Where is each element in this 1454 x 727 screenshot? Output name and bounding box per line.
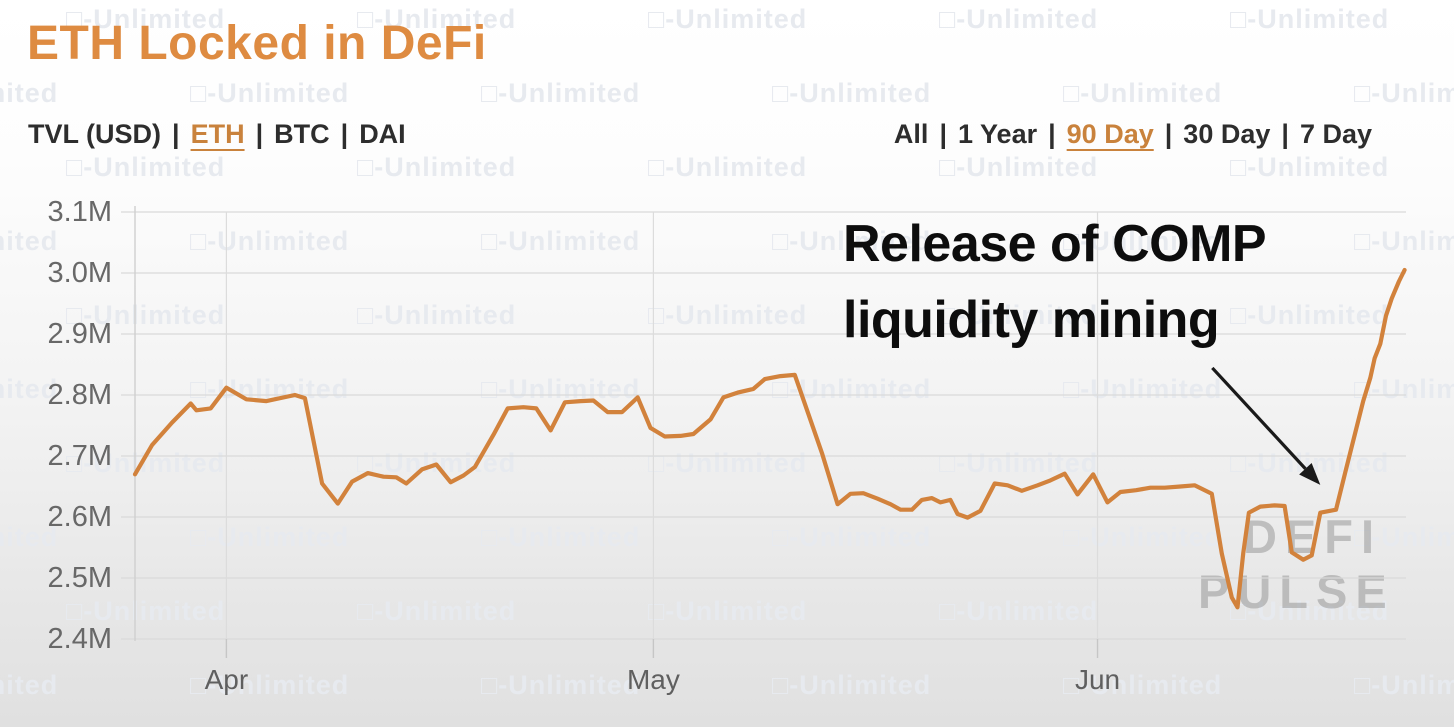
y-axis-tick-label: 2.8M: [47, 379, 112, 411]
eth-locked-line-series: [132, 267, 1407, 610]
filter-separator: |: [1281, 119, 1289, 149]
y-axis-tick-label: 2.9M: [47, 318, 112, 350]
annotation-line2: liquidity mining: [843, 291, 1220, 349]
x-axis-tick-label: Jun: [1074, 664, 1121, 695]
comp-release-annotation: Release of COMP liquidity mining: [843, 206, 1267, 358]
y-axis-tick-label: 2.4M: [47, 623, 112, 655]
y-axis-tick-label: 2.5M: [47, 562, 112, 594]
x-axis-tick-label: May: [626, 664, 680, 695]
filter-separator: |: [1164, 119, 1173, 149]
filter-separator: |: [939, 119, 947, 149]
filter-range-30-day[interactable]: 30 Day: [1183, 119, 1271, 149]
filter-tvl-usd[interactable]: TVL (USD): [28, 119, 161, 149]
filter-btc[interactable]: BTC: [274, 119, 330, 149]
filter-dai[interactable]: DAI: [359, 119, 406, 149]
y-axis-tick-label: 3.0M: [47, 257, 112, 289]
filter-separator: |: [1048, 119, 1056, 149]
annotation-arrow-shaft: [1211, 366, 1307, 470]
defi-pulse-watermark-line1: DEFI: [1242, 510, 1382, 563]
y-axis-tick-label: 3.1M: [47, 196, 112, 228]
filter-separator: |: [255, 119, 264, 149]
range-filter-group: All | 1 Year | 90 Day | 30 Day | 7 Day: [894, 119, 1372, 150]
filter-range-all[interactable]: All: [893, 119, 929, 149]
y-axis-tick-label: 2.6M: [47, 501, 112, 533]
filter-separator: |: [340, 119, 349, 149]
filter-eth[interactable]: ETH: [190, 119, 245, 149]
page-title: ETH Locked in DeFi: [27, 17, 487, 70]
annotation-line1: Release of COMP: [843, 215, 1267, 273]
y-axis-tick-label: 2.7M: [47, 440, 112, 472]
filter-range-90-day[interactable]: 90 Day: [1066, 119, 1154, 149]
metric-filter-group: TVL (USD) | ETH | BTC | DAI: [28, 119, 406, 150]
filter-separator: |: [172, 119, 180, 149]
x-axis-tick-label: Apr: [204, 664, 249, 695]
annotation-arrow-head: [1299, 462, 1321, 485]
filter-range-1-year[interactable]: 1 Year: [958, 119, 1038, 149]
filter-range-7-day[interactable]: 7 Day: [1299, 119, 1372, 149]
